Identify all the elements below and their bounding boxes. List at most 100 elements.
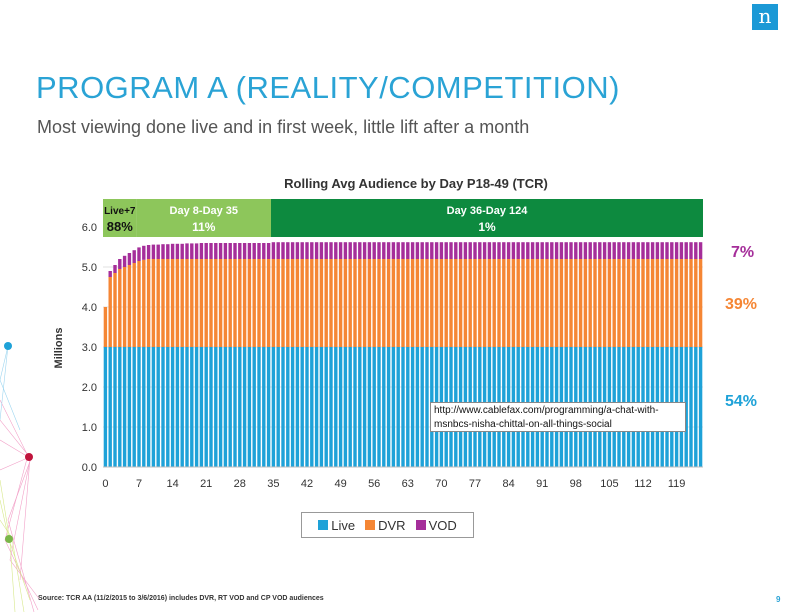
bar-vod-day-101	[588, 242, 592, 259]
x-tick-1: 7	[136, 478, 142, 490]
source-note: Source: TCR AA (11/2/2015 to 3/6/2016) i…	[38, 595, 324, 602]
bar-dvr-day-112	[641, 259, 645, 347]
bar-dvr-day-123	[694, 259, 698, 347]
bar-dvr-day-114	[650, 259, 655, 347]
bar-live-day-1	[108, 347, 112, 467]
bar-vod-day-17	[185, 243, 189, 259]
bar-vod-day-3	[118, 259, 122, 269]
bar-dvr-day-72	[449, 259, 453, 347]
bar-dvr-day-92	[545, 259, 549, 347]
bar-vod-day-24	[218, 243, 223, 259]
bar-dvr-day-83	[502, 259, 506, 347]
x-tick-14: 98	[570, 478, 582, 490]
bar-dvr-day-44	[314, 259, 319, 347]
bar-dvr-day-103	[598, 259, 602, 347]
bar-vod-day-1	[108, 271, 112, 277]
bar-dvr-day-99	[578, 259, 583, 347]
bar-dvr-day-26	[228, 259, 232, 347]
bar-vod-day-2	[113, 265, 117, 273]
bar-dvr-day-121	[684, 259, 688, 347]
x-tick-4: 28	[234, 478, 246, 490]
bar-live-day-40	[295, 347, 300, 467]
bar-dvr-day-108	[622, 259, 626, 347]
bar-vod-day-88	[526, 242, 530, 259]
bar-vod-day-30	[247, 243, 252, 259]
bar-dvr-day-85	[511, 259, 516, 347]
bar-dvr-day-90	[535, 259, 540, 347]
bar-live-day-5	[127, 347, 132, 467]
bar-dvr-day-115	[655, 259, 660, 347]
bar-dvr-day-65	[415, 259, 420, 347]
x-tick-16: 112	[634, 478, 652, 490]
bar-dvr-day-122	[689, 259, 693, 347]
bar-vod-day-108	[622, 242, 626, 259]
bar-vod-day-81	[492, 242, 496, 259]
bar-dvr-day-87	[521, 259, 525, 347]
bar-vod-day-97	[569, 242, 573, 259]
bar-dvr-day-50	[343, 259, 348, 347]
x-tick-0: 0	[102, 478, 108, 490]
bar-live-day-35	[271, 347, 276, 467]
bar-vod-day-63	[406, 242, 410, 259]
bar-dvr-day-110	[631, 259, 636, 347]
bar-dvr-day-77	[473, 259, 477, 347]
bar-dvr-day-101	[588, 259, 592, 347]
bar-vod-day-5	[127, 253, 132, 265]
bar-dvr-day-105	[607, 259, 612, 347]
bar-live-day-62	[401, 347, 405, 467]
bar-live-day-56	[372, 347, 376, 467]
bar-vod-day-15	[175, 243, 180, 259]
vod-share-label: 7%	[731, 244, 755, 261]
bar-vod-day-54	[362, 242, 367, 259]
bar-live-day-55	[367, 347, 372, 467]
period-bands: Live+7 88% Day 8-Day 35 11% Day 36-Day 124 1%	[103, 199, 703, 237]
bar-vod-day-67	[425, 242, 429, 259]
bar-vod-day-19	[194, 243, 199, 259]
bar-live-day-122	[689, 347, 693, 467]
bar-live-day-8	[142, 347, 146, 467]
bar-dvr-day-6	[132, 263, 136, 347]
bar-live-day-23	[214, 347, 218, 467]
bar-vod-day-59	[386, 242, 391, 259]
bar-dvr-day-98	[574, 259, 578, 347]
bar-dvr-day-64	[410, 259, 415, 347]
bar-vod-day-68	[430, 242, 434, 259]
x-tick-11: 77	[469, 478, 481, 490]
bar-dvr-day-37	[281, 259, 285, 347]
bar-live-day-25	[223, 347, 228, 467]
period-band-1	[136, 199, 271, 237]
bar-vod-day-85	[511, 242, 516, 259]
chart-legend: Live DVR VOD	[301, 512, 474, 538]
bar-dvr-day-84	[506, 259, 511, 347]
bar-dvr-day-62	[401, 259, 405, 347]
bar-live-day-33	[262, 347, 266, 467]
bar-dvr-day-29	[242, 259, 247, 347]
bar-dvr-day-39	[290, 259, 295, 347]
x-tick-labels: 0 7 14 21 28 35 42 49 56 63 70 77 84 91 98 105 112 119	[102, 478, 685, 490]
slide-subtitle: Most viewing done live and in first week…	[37, 117, 530, 137]
bar-live-day-11	[156, 347, 160, 467]
y-tick-1: 1.0	[82, 422, 97, 434]
bar-dvr-day-45	[319, 259, 324, 347]
legend-label-vod: VOD	[428, 517, 457, 533]
bar-dvr-day-52	[353, 259, 357, 347]
bar-dvr-day-0	[103, 307, 108, 347]
bar-dvr-day-63	[406, 259, 410, 347]
bar-vod-day-22	[209, 243, 213, 259]
bar-live-day-44	[314, 347, 319, 467]
bar-vod-day-80	[487, 242, 492, 259]
bar-dvr-day-18	[190, 259, 194, 347]
bar-dvr-day-34	[266, 259, 271, 347]
bar-dvr-day-95	[559, 259, 564, 347]
bar-dvr-day-1	[108, 277, 112, 347]
bar-live-day-54	[362, 347, 367, 467]
bar-dvr-day-12	[161, 259, 165, 347]
bar-vod-day-33	[262, 243, 266, 259]
bar-dvr-day-102	[593, 259, 597, 347]
legend-label-dvr: DVR	[378, 517, 406, 533]
bar-dvr-day-14	[170, 259, 175, 347]
bar-vod-day-42	[305, 242, 309, 259]
legend-item-vod: VOD	[415, 517, 457, 533]
bar-vod-day-95	[559, 242, 564, 259]
bar-dvr-day-30	[247, 259, 252, 347]
